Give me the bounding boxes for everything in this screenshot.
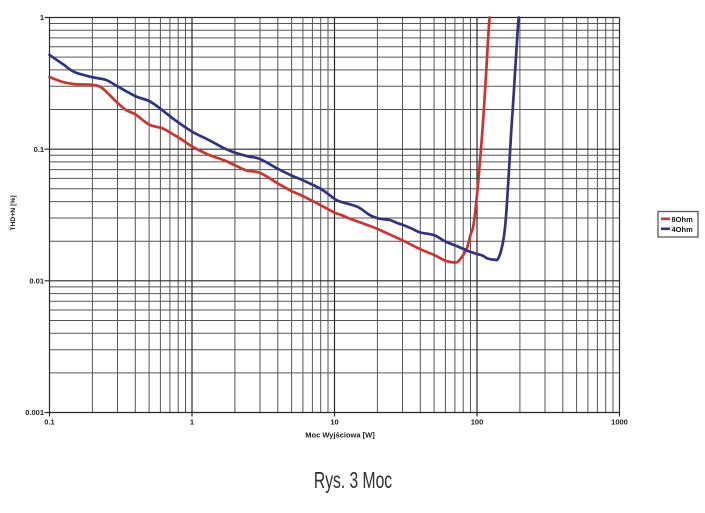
svg-text:1: 1	[190, 418, 194, 427]
svg-text:1000: 1000	[611, 418, 628, 427]
svg-text:4Ohm: 4Ohm	[672, 225, 694, 234]
svg-text:10: 10	[330, 418, 338, 427]
svg-text:THD+N [%]: THD+N [%]	[10, 195, 17, 230]
svg-text:0.001: 0.001	[25, 408, 44, 417]
svg-text:0.1: 0.1	[44, 418, 54, 427]
svg-text:0.1: 0.1	[34, 145, 44, 154]
svg-text:0.01: 0.01	[29, 276, 44, 285]
svg-text:Moc Wyjściowa [W]: Moc Wyjściowa [W]	[305, 431, 375, 440]
svg-text:Rys. 3 Moc: Rys. 3 Moc	[314, 468, 392, 494]
svg-text:100: 100	[471, 418, 484, 427]
svg-text:1: 1	[40, 13, 44, 22]
svg-text:8Ohm: 8Ohm	[672, 215, 694, 224]
